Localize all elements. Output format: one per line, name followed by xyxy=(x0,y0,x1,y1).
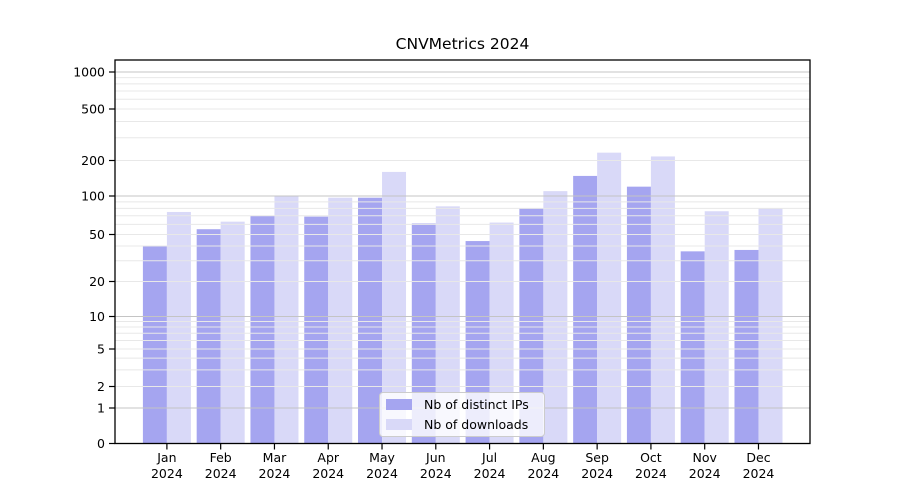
legend-swatch-downloads xyxy=(386,418,412,430)
x-tick-label-month-feb: Feb xyxy=(210,450,232,465)
bar-downloads-apr xyxy=(328,197,353,444)
x-tick-label-year-feb: 2024 xyxy=(205,466,237,481)
x-tick-label-month-jul: Jul xyxy=(481,450,497,465)
y-tick-label-1: 1 xyxy=(97,401,105,416)
x-tick-label-month-apr: Apr xyxy=(317,450,339,465)
bar-downloads-mar xyxy=(274,196,299,444)
legend-swatch-distinct-ips xyxy=(386,399,412,411)
bar-distinct-ips-nov xyxy=(680,251,705,444)
chart-title: CNVMetrics 2024 xyxy=(395,35,530,53)
x-tick-label-month-nov: Nov xyxy=(692,450,717,465)
bar-downloads-sep xyxy=(597,152,622,444)
y-tick-label-0: 0 xyxy=(97,436,105,451)
x-tick-label-year-jun: 2024 xyxy=(420,466,452,481)
bar-distinct-ips-mar xyxy=(250,215,275,444)
x-tick-label-year-jan: 2024 xyxy=(151,466,183,481)
x-tick-label-year-aug: 2024 xyxy=(527,466,559,481)
bar-downloads-oct xyxy=(650,156,675,444)
y-tick-label-20: 20 xyxy=(89,274,105,289)
bar-downloads-feb xyxy=(220,221,245,444)
bar-distinct-ips-dec xyxy=(734,249,759,444)
x-tick-label-year-mar: 2024 xyxy=(259,466,291,481)
bar-distinct-ips-jan xyxy=(142,245,167,444)
x-tick-label-month-oct: Oct xyxy=(640,450,662,465)
y-tick-label-500: 500 xyxy=(81,102,105,117)
y-tick-label-2: 2 xyxy=(97,379,105,394)
bar-distinct-ips-may xyxy=(358,197,383,444)
bar-distinct-ips-apr xyxy=(304,216,329,444)
x-tick-label-year-nov: 2024 xyxy=(689,466,721,481)
x-tick-label-month-sep: Sep xyxy=(585,450,609,465)
x-tick-label-year-oct: 2024 xyxy=(635,466,667,481)
x-tick-label-year-jul: 2024 xyxy=(474,466,506,481)
bar-downloads-jan xyxy=(166,211,191,444)
bar-distinct-ips-sep xyxy=(573,175,598,444)
legend-label-downloads: Nb of downloads xyxy=(424,416,529,432)
legend-item-distinct-ips: Nb of distinct IPs xyxy=(386,395,538,414)
y-tick-label-5: 5 xyxy=(97,342,105,357)
legend-label-distinct-ips: Nb of distinct IPs xyxy=(424,397,529,413)
legend: Nb of distinct IPs Nb of downloads xyxy=(379,392,545,437)
plot-frame xyxy=(114,59,811,445)
x-tick-label-month-mar: Mar xyxy=(263,450,287,465)
x-tick-label-year-dec: 2024 xyxy=(743,466,775,481)
x-tick-label-year-apr: 2024 xyxy=(312,466,344,481)
bar-downloads-dec xyxy=(758,208,783,444)
x-tick-label-month-may: May xyxy=(369,450,395,465)
x-tick-label-month-aug: Aug xyxy=(531,450,555,465)
y-tick-label-1000: 1000 xyxy=(73,65,105,80)
y-tick-label-100: 100 xyxy=(81,189,105,204)
legend-item-downloads: Nb of downloads xyxy=(386,415,538,434)
y-tick-label-50: 50 xyxy=(89,227,105,242)
x-tick-label-month-dec: Dec xyxy=(746,450,770,465)
x-tick-label-month-jan: Jan xyxy=(156,450,176,465)
y-tick-label-200: 200 xyxy=(81,153,105,168)
x-tick-label-year-may: 2024 xyxy=(366,466,398,481)
bar-distinct-ips-oct xyxy=(626,186,651,444)
x-tick-label-month-jun: Jun xyxy=(425,450,446,465)
x-tick-label-year-sep: 2024 xyxy=(581,466,613,481)
bar-distinct-ips-feb xyxy=(196,229,221,444)
bar-downloads-aug xyxy=(543,191,568,444)
y-tick-label-10: 10 xyxy=(89,309,105,324)
